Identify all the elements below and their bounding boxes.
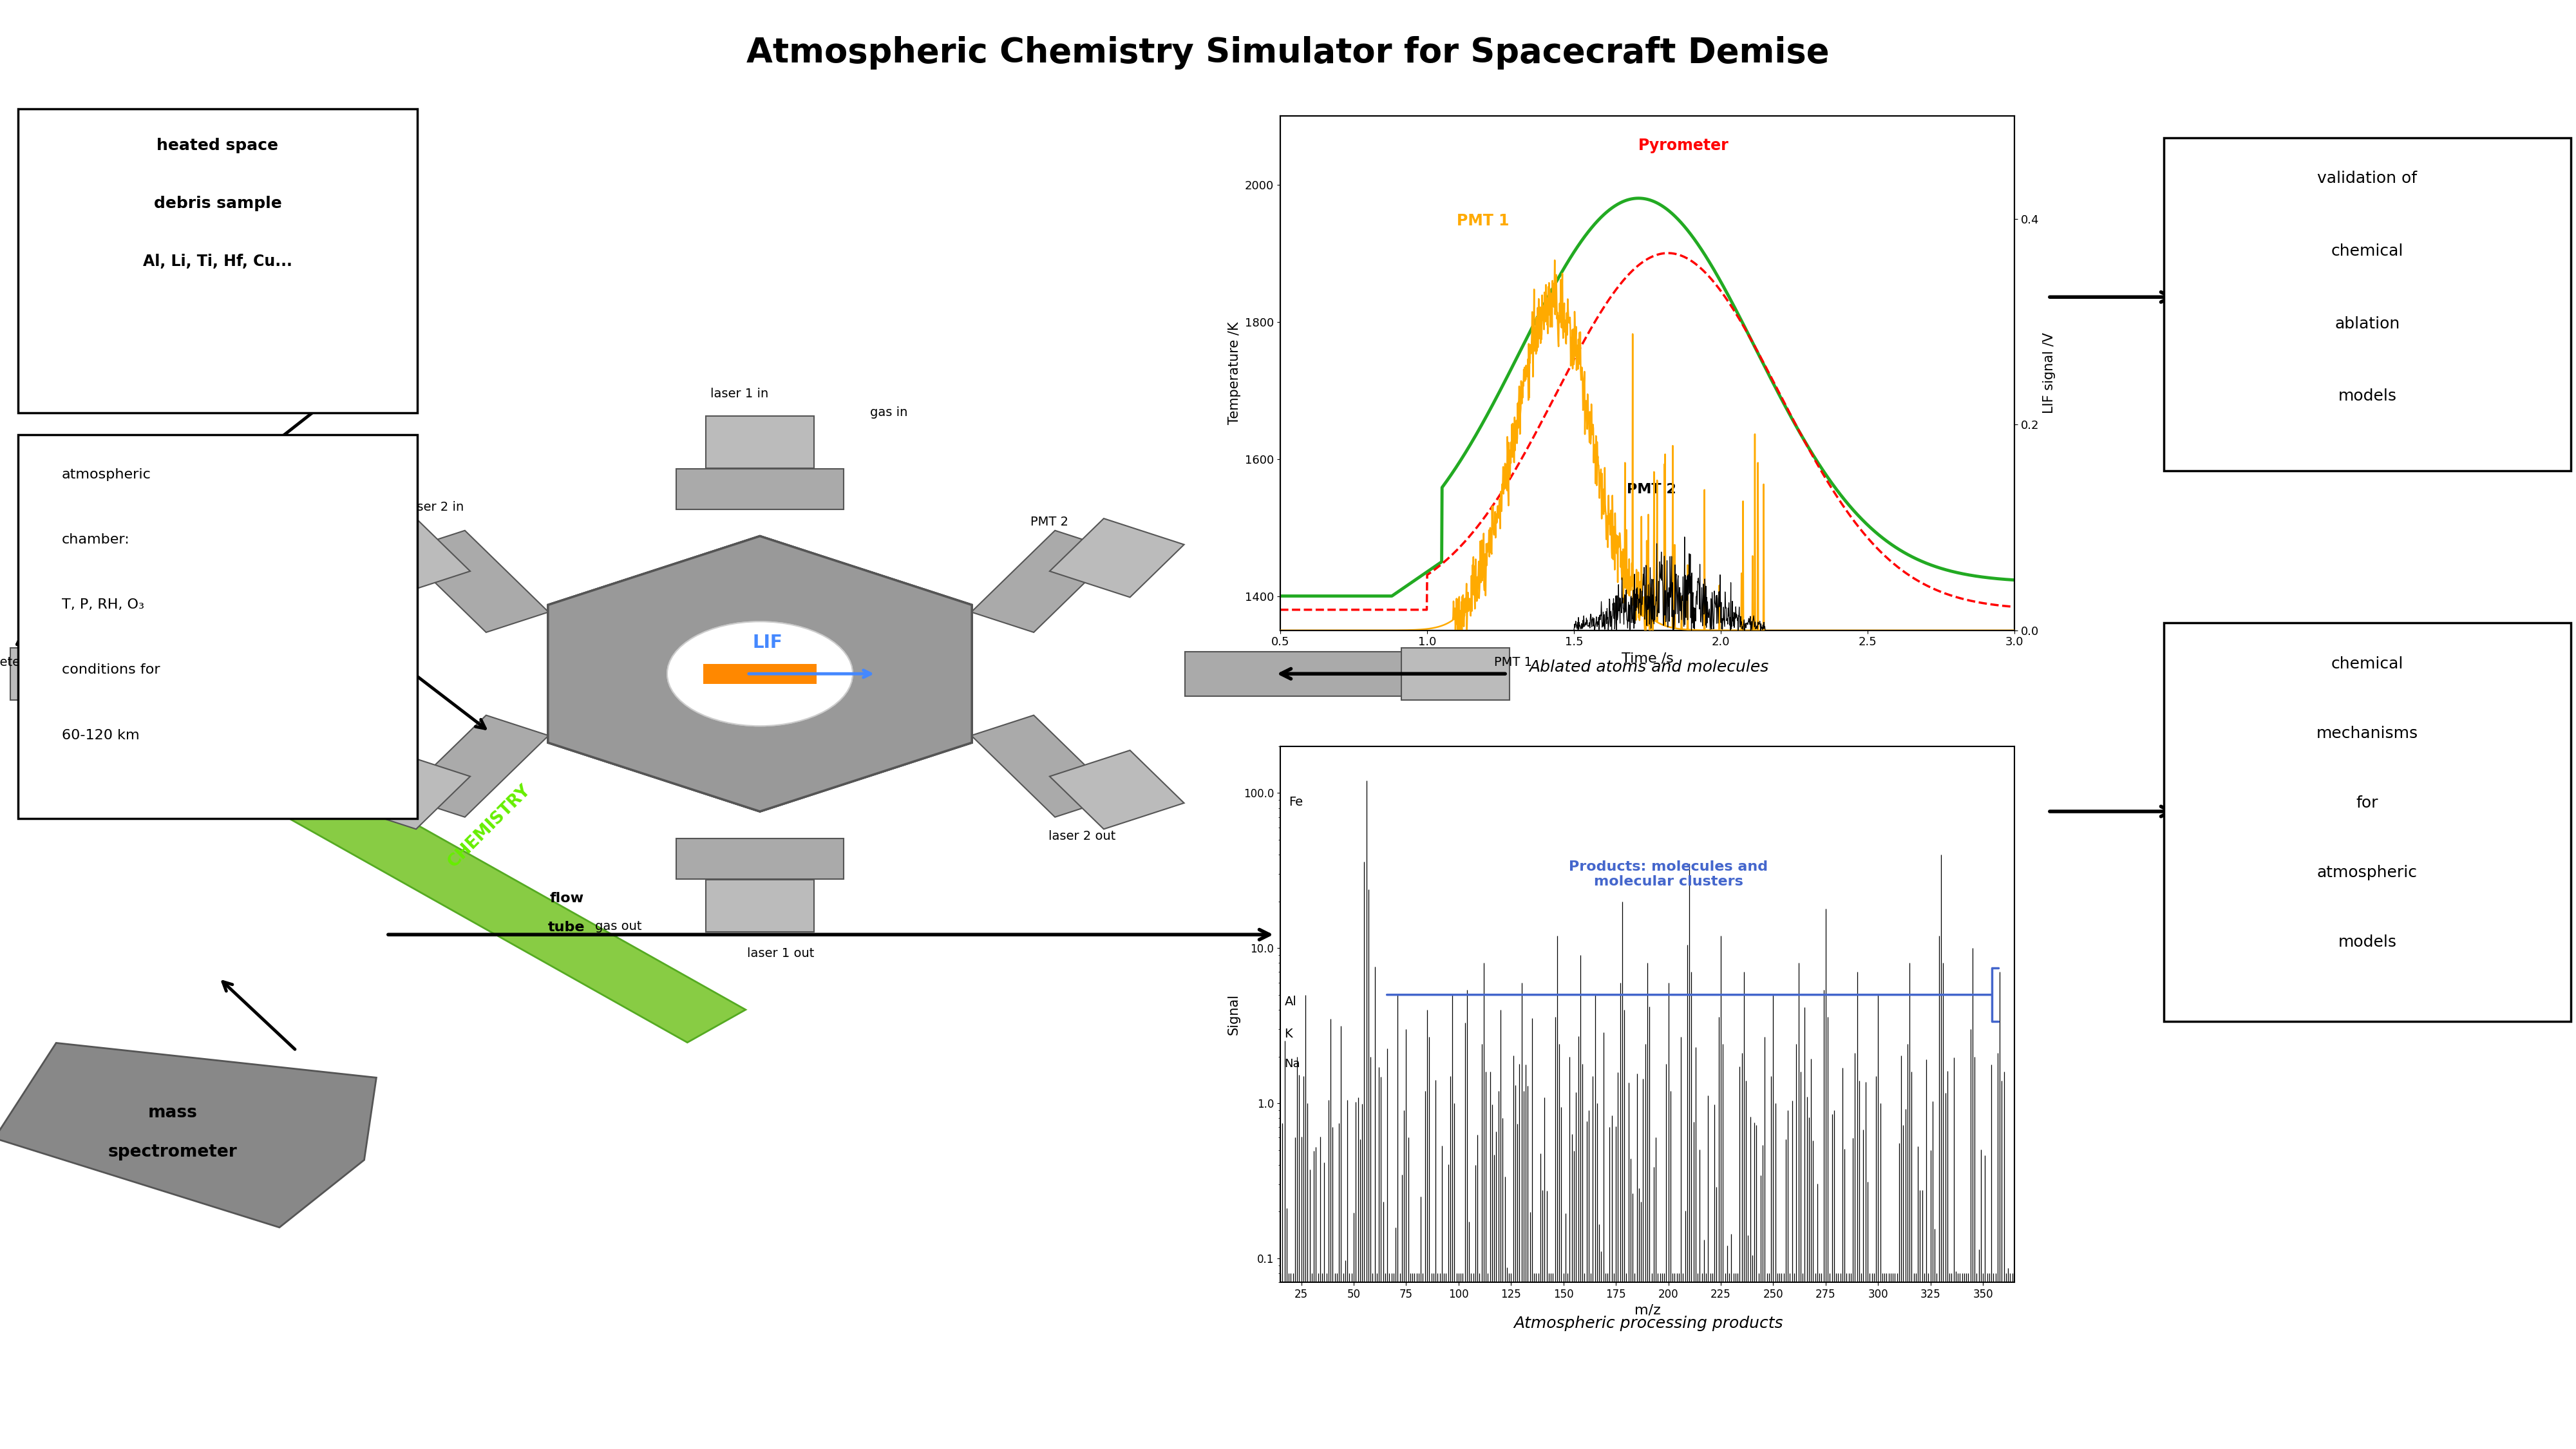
Text: 60-120 km: 60-120 km <box>62 729 139 742</box>
Polygon shape <box>335 519 471 597</box>
Text: laser 1 in: laser 1 in <box>711 388 768 400</box>
Polygon shape <box>335 751 471 829</box>
Text: Products: molecules and
molecular clusters: Products: molecules and molecular cluste… <box>1569 861 1767 888</box>
Polygon shape <box>1048 519 1185 597</box>
Text: PMT 1: PMT 1 <box>1455 213 1510 229</box>
Polygon shape <box>703 664 817 684</box>
Polygon shape <box>549 536 971 811</box>
Text: pyrometer: pyrometer <box>0 656 26 668</box>
Text: chamber:: chamber: <box>62 533 129 546</box>
Text: mechanisms: mechanisms <box>2316 726 2419 742</box>
Text: Atmospheric Chemistry Simulator for Spacecraft Demise: Atmospheric Chemistry Simulator for Spac… <box>747 36 1829 70</box>
FancyBboxPatch shape <box>18 435 417 819</box>
Text: tube: tube <box>549 922 585 933</box>
Text: CHEMISTRY: CHEMISTRY <box>446 781 533 871</box>
Text: Al: Al <box>1285 995 1296 1009</box>
Text: Fe: Fe <box>1288 796 1303 809</box>
Polygon shape <box>675 468 845 509</box>
Polygon shape <box>77 652 335 696</box>
FancyBboxPatch shape <box>2164 138 2571 471</box>
Text: Ablated atoms and molecules: Ablated atoms and molecules <box>1528 659 1770 675</box>
Polygon shape <box>1401 648 1510 700</box>
Text: gas in: gas in <box>871 407 907 419</box>
Text: laser 1 out: laser 1 out <box>747 948 814 959</box>
Text: gas out: gas out <box>595 920 641 932</box>
Text: T, P, RH, O₃: T, P, RH, O₃ <box>62 598 144 611</box>
Text: chemical: chemical <box>2331 243 2403 259</box>
Circle shape <box>667 622 853 726</box>
Text: spectrometer: spectrometer <box>108 1143 237 1161</box>
Polygon shape <box>402 716 549 817</box>
Polygon shape <box>706 416 814 468</box>
Text: models: models <box>2339 388 2396 404</box>
Text: mass: mass <box>147 1104 198 1122</box>
Y-axis label: LIF signal /V: LIF signal /V <box>2043 333 2056 413</box>
Polygon shape <box>549 536 971 811</box>
Text: atmospheric: atmospheric <box>2316 865 2416 881</box>
Y-axis label: Temperature /K: Temperature /K <box>1229 322 1242 425</box>
Text: ablation: ablation <box>2334 316 2401 332</box>
Text: heated space: heated space <box>157 138 278 154</box>
Text: chemical: chemical <box>2331 656 2403 672</box>
Text: Al, Li, Ti, Hf, Cu...: Al, Li, Ti, Hf, Cu... <box>144 254 291 270</box>
Polygon shape <box>402 530 549 632</box>
Text: Pyrometer: Pyrometer <box>1638 138 1728 154</box>
Text: flow: flow <box>549 893 585 904</box>
Text: Atmospheric processing products: Atmospheric processing products <box>1515 1316 1783 1332</box>
Text: K: K <box>1285 1027 1293 1040</box>
Text: debris sample: debris sample <box>155 196 281 212</box>
Text: PMT 2: PMT 2 <box>1628 483 1677 496</box>
X-axis label: Time /s: Time /s <box>1620 652 1674 665</box>
FancyBboxPatch shape <box>2164 623 2571 1022</box>
Y-axis label: Signal: Signal <box>1226 994 1239 1035</box>
Polygon shape <box>549 536 971 811</box>
Polygon shape <box>0 1043 376 1227</box>
Polygon shape <box>1048 751 1185 829</box>
Text: for: for <box>2357 796 2378 811</box>
Text: atmospheric: atmospheric <box>62 468 152 481</box>
Polygon shape <box>675 838 845 878</box>
Text: LIF: LIF <box>752 635 783 652</box>
Polygon shape <box>10 648 118 700</box>
Text: PMT 2: PMT 2 <box>1030 516 1069 527</box>
Polygon shape <box>706 880 814 932</box>
Text: conditions for: conditions for <box>62 664 160 677</box>
Text: laser 2 in: laser 2 in <box>404 501 464 513</box>
Text: PMT 1: PMT 1 <box>1494 656 1533 668</box>
Text: Na: Na <box>1285 1058 1301 1069</box>
Polygon shape <box>971 716 1118 817</box>
Polygon shape <box>106 682 744 1042</box>
Polygon shape <box>1185 652 1443 696</box>
Circle shape <box>667 622 853 726</box>
X-axis label: m/z: m/z <box>1633 1304 1662 1317</box>
Polygon shape <box>971 530 1118 632</box>
Text: validation of: validation of <box>2318 171 2416 187</box>
Text: models: models <box>2339 935 2396 951</box>
Text: laser 2 out: laser 2 out <box>1048 830 1115 842</box>
FancyBboxPatch shape <box>18 109 417 413</box>
